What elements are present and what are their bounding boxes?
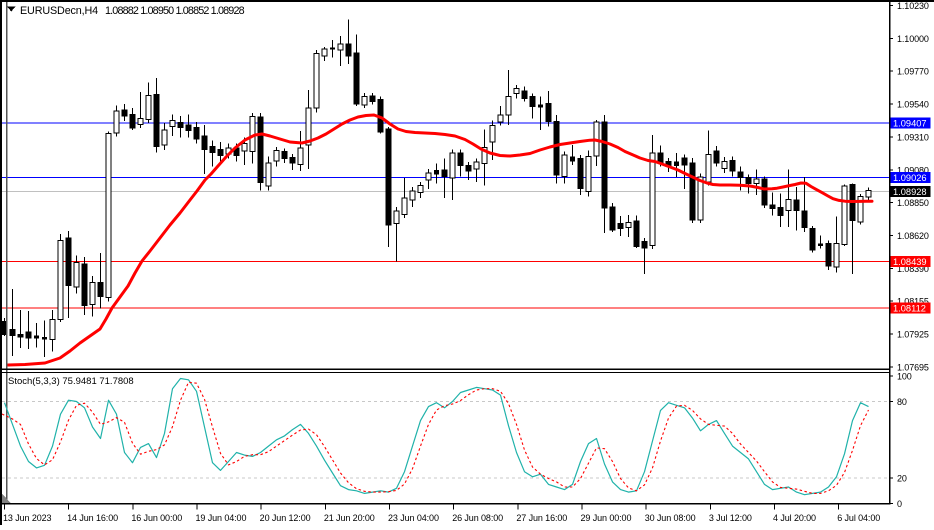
svg-text:29 Jun 00:00: 29 Jun 00:00 xyxy=(581,513,632,523)
svg-text:1.10000: 1.10000 xyxy=(897,34,929,44)
svg-text:1.08928: 1.08928 xyxy=(893,187,927,197)
svg-text:100: 100 xyxy=(897,371,912,381)
svg-text:1.08155: 1.08155 xyxy=(897,297,929,307)
svg-text:20 Jun 12:00: 20 Jun 12:00 xyxy=(260,513,311,523)
svg-text:1.07695: 1.07695 xyxy=(897,362,929,372)
svg-text:1.10230: 1.10230 xyxy=(897,1,929,11)
svg-text:21 Jun 20:00: 21 Jun 20:00 xyxy=(324,513,375,523)
svg-text:26 Jun 08:00: 26 Jun 08:00 xyxy=(452,513,503,523)
svg-text:1.09310: 1.09310 xyxy=(897,132,929,142)
svg-text:1.09407: 1.09407 xyxy=(893,119,927,129)
svg-text:19 Jun 04:00: 19 Jun 04:00 xyxy=(196,513,247,523)
svg-text:1.08112: 1.08112 xyxy=(893,304,926,314)
svg-text:0: 0 xyxy=(897,499,902,509)
svg-text:1.07925: 1.07925 xyxy=(897,330,929,340)
svg-text:1.08850: 1.08850 xyxy=(897,198,929,208)
svg-text:Stoch(5,3,3) 75.9481 71.7808: Stoch(5,3,3) 75.9481 71.7808 xyxy=(8,376,134,387)
svg-text:1.09026: 1.09026 xyxy=(893,173,927,183)
svg-text:27 Jun 16:00: 27 Jun 16:00 xyxy=(516,513,567,523)
svg-text:EURUSDecn,H41.08882 1.08950 1.: EURUSDecn,H4 1.08882 1.08950 1.08852 1.08… xyxy=(20,5,245,17)
svg-text:4 Jul 20:00: 4 Jul 20:00 xyxy=(773,513,816,523)
svg-text:1.08390: 1.08390 xyxy=(897,264,929,274)
svg-text:13 Jun 2023: 13 Jun 2023 xyxy=(3,513,52,523)
svg-text:6 Jul 04:00: 6 Jul 04:00 xyxy=(837,513,880,523)
svg-text:80: 80 xyxy=(897,397,907,407)
svg-text:1.09540: 1.09540 xyxy=(897,100,929,110)
svg-text:23 Jun 04:00: 23 Jun 04:00 xyxy=(388,513,439,523)
svg-text:30 Jun 08:00: 30 Jun 08:00 xyxy=(645,513,696,523)
svg-text:1.08620: 1.08620 xyxy=(897,231,929,241)
svg-text:16 Jun 00:00: 16 Jun 00:00 xyxy=(131,513,182,523)
svg-text:1.09080: 1.09080 xyxy=(897,165,929,175)
svg-text:20: 20 xyxy=(897,474,907,484)
svg-text:1.08439: 1.08439 xyxy=(893,257,927,267)
svg-text:14 Jun 16:00: 14 Jun 16:00 xyxy=(67,513,118,523)
svg-text:1.09770: 1.09770 xyxy=(897,67,929,77)
svg-text:3 Jul 12:00: 3 Jul 12:00 xyxy=(709,513,752,523)
